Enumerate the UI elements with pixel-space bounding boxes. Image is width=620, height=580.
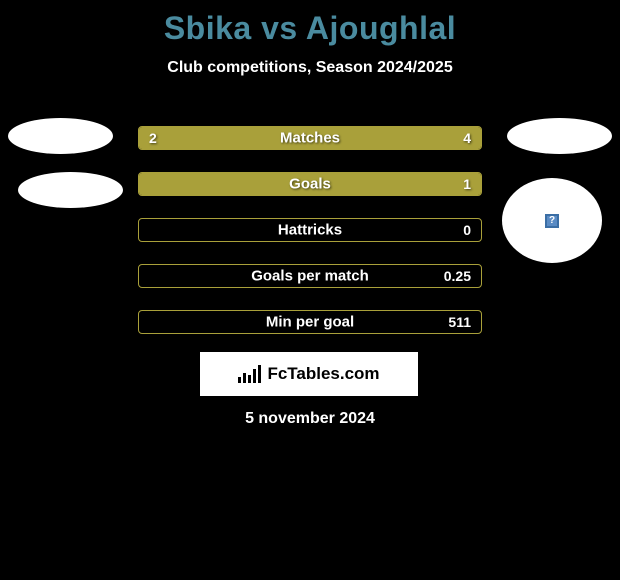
stat-bar-min-per-goal: Min per goal 511 [138,310,482,334]
brand-chart-icon [238,365,261,383]
player-left-avatar [8,118,113,154]
brand-text: FcTables.com [267,364,379,384]
stat-bar-goals-per-match: Goals per match 0.25 [138,264,482,288]
comparison-title: Sbika vs Ajoughlal [0,0,620,47]
bar-value-right: 511 [448,314,471,330]
bar-value-right: 0 [463,222,471,238]
bar-value-right: 4 [463,130,471,146]
placeholder-icon: ? [545,214,559,228]
stat-bar-hattricks: Hattricks 0 [138,218,482,242]
bar-value-right: 1 [463,176,471,192]
comparison-subtitle: Club competitions, Season 2024/2025 [0,59,620,77]
player-right-avatar [507,118,612,154]
bar-value-right: 0.25 [444,268,471,284]
brand-box[interactable]: FcTables.com [200,352,418,396]
bar-label: Goals per match [251,268,369,285]
stat-bar-matches: 2 Matches 4 [138,126,482,150]
date-text: 5 november 2024 [0,410,620,428]
bar-label: Matches [280,130,340,147]
stat-bar-goals: Goals 1 [138,172,482,196]
team-left-logo [18,172,123,208]
bar-label: Min per goal [266,314,354,331]
stats-bars: 2 Matches 4 Goals 1 Hattricks 0 Goals pe… [138,126,482,356]
team-right-logo: ? [502,178,602,263]
bar-label: Goals [289,176,331,193]
bar-value-left: 2 [149,130,157,146]
bar-label: Hattricks [278,222,342,239]
